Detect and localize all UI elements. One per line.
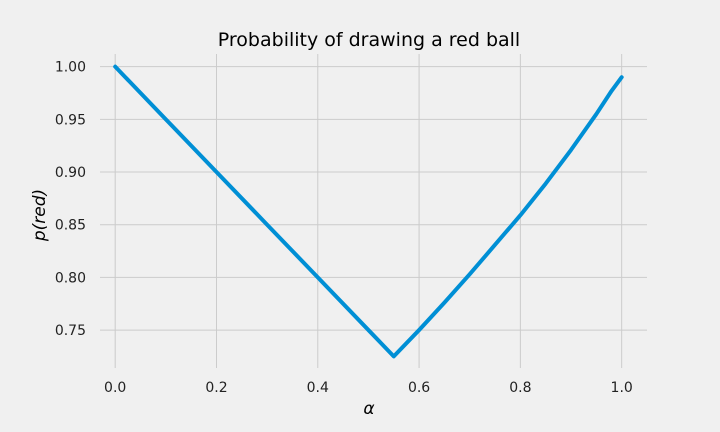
y-tick-label: 0.85 (55, 218, 86, 234)
x-tick-label: 0.0 (104, 380, 126, 396)
x-tick-label: 0.4 (307, 380, 329, 396)
x-tick-label: 0.2 (205, 380, 227, 396)
chart-title: Probability of drawing a red ball (218, 29, 520, 51)
series-lines (113, 64, 624, 359)
y-tick-label: 0.75 (55, 323, 86, 339)
tick-labels: 0.0 0.2 0.4 0.6 0.8 1.0 0.75 0.80 0.85 0.90 0.95 1.… (55, 60, 633, 396)
y-tick-label: 0.80 (55, 270, 86, 286)
y-tick-label: 0.90 (55, 165, 86, 181)
x-tick-label: 0.8 (509, 380, 531, 396)
x-tick-label: 1.0 (611, 380, 633, 396)
series-line (113, 64, 624, 359)
y-tick-label: 1.00 (55, 60, 86, 76)
x-tick-label: 0.6 (408, 380, 430, 396)
y-tick-label: 0.95 (55, 112, 86, 128)
x-axis-label: α (363, 399, 374, 419)
y-axis-label: p(red) (30, 189, 50, 242)
